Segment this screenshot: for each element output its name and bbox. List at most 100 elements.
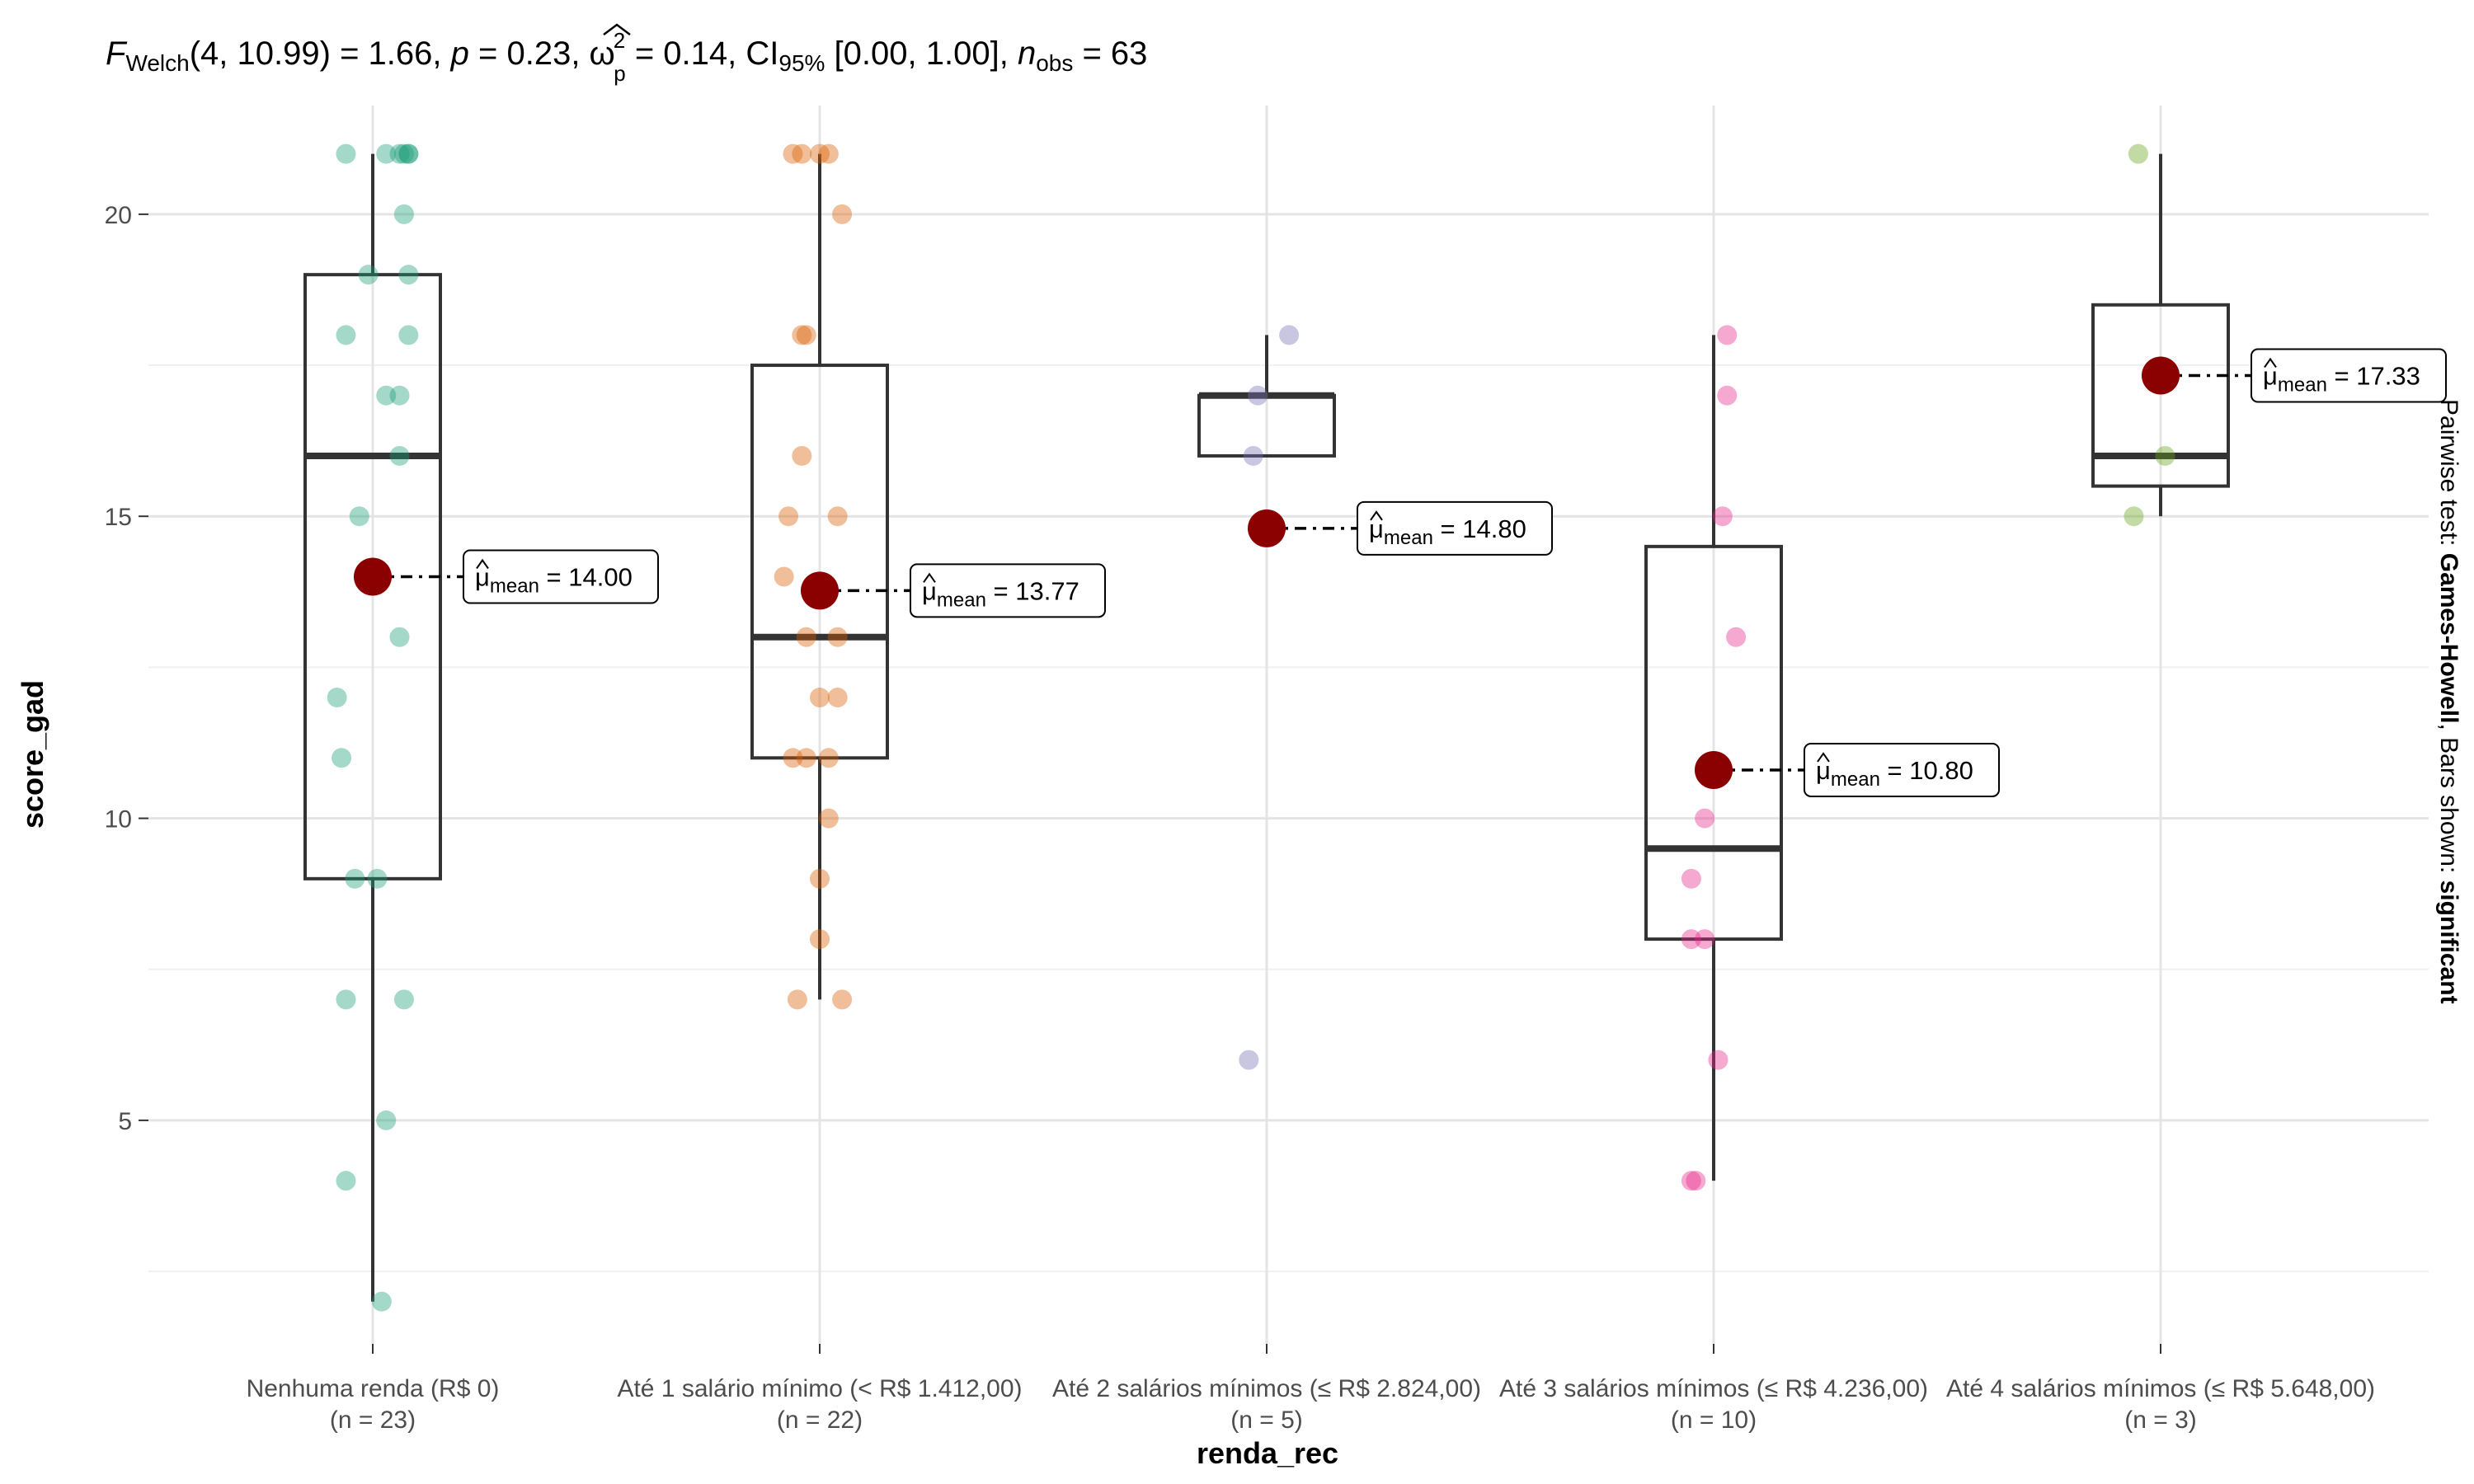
- data-point: [398, 325, 419, 345]
- data-point: [792, 325, 812, 345]
- x-tick-count: (n = 23): [330, 1407, 416, 1434]
- data-point: [336, 989, 356, 1010]
- data-point: [783, 748, 803, 768]
- data-point: [1695, 808, 1715, 829]
- x-tick-label: Até 1 salário mínimo (< R$ 1.412,00): [617, 1375, 1022, 1402]
- data-point: [393, 143, 414, 164]
- data-point: [1681, 929, 1701, 950]
- x-tick-count: (n = 10): [1671, 1407, 1757, 1434]
- data-point: [1681, 1171, 1701, 1191]
- mean-point: [801, 571, 839, 610]
- chart-title: FWelch(4, 10.99) = 1.66, p = 0.23, ω2 p =…: [106, 28, 1147, 86]
- x-tick-label: Até 4 salários mínimos (≤ R$ 5.648,00): [1946, 1375, 2375, 1402]
- pairwise-test-caption: Pairwise test: Games-Howell, Bars shown:…: [2435, 399, 2462, 1004]
- data-point: [1695, 929, 1715, 950]
- data-point: [389, 143, 410, 164]
- data-point: [1279, 325, 1300, 345]
- data-point: [2124, 506, 2144, 527]
- mean-point: [2142, 356, 2180, 395]
- y-tick-label: 10: [105, 806, 132, 834]
- mean-label-box: [910, 563, 1106, 618]
- mean-label-box: [463, 549, 659, 604]
- data-point: [336, 325, 356, 345]
- x-tick-count: (n = 3): [2124, 1407, 2197, 1434]
- mean-hat-mark: [923, 572, 936, 583]
- data-point: [358, 265, 379, 285]
- data-point: [398, 143, 419, 164]
- group-means: μmean = 14.00 μmean = 13.77 μmean = 14.80 μ…: [354, 348, 2447, 797]
- data-point: [783, 143, 803, 164]
- mean-point: [354, 557, 392, 596]
- mean-hat-mark: [1370, 510, 1383, 521]
- x-tick-count: (n = 22): [777, 1407, 863, 1434]
- mean-hat-mark: [2264, 357, 2277, 369]
- data-point: [345, 868, 365, 889]
- data-point: [810, 868, 830, 889]
- box-iqr: [1644, 544, 1783, 942]
- data-point: [796, 325, 816, 345]
- mean-hat-mark: [1817, 752, 1830, 763]
- mean-hat-mark: [476, 558, 489, 570]
- y-tick-label: 20: [105, 202, 132, 229]
- y-tick-label: 5: [118, 1108, 132, 1135]
- data-point: [810, 929, 830, 950]
- mean-point: [1248, 509, 1286, 547]
- data-point: [1717, 385, 1738, 406]
- y-tick-label: 15: [105, 504, 132, 531]
- box-iqr: [750, 364, 889, 760]
- data-point: [1712, 506, 1733, 527]
- data-point: [1248, 385, 1268, 406]
- mean-label: μmean = 13.77: [922, 576, 1079, 611]
- data-point: [389, 385, 410, 406]
- grid-lines: [148, 106, 2429, 1344]
- data-point: [818, 748, 839, 768]
- data-point: [2128, 143, 2148, 164]
- data-point: [832, 204, 853, 224]
- data-points: [327, 143, 2175, 1312]
- box-plots: [303, 153, 2230, 1302]
- data-point: [1726, 627, 1747, 647]
- mean-point: [1695, 750, 1733, 789]
- data-point: [810, 143, 830, 164]
- data-point: [2155, 445, 2175, 466]
- data-point: [832, 989, 853, 1010]
- x-tick-count: (n = 5): [1230, 1407, 1303, 1434]
- x-tick-label: Até 2 salários mínimos (≤ R$ 2.824,00): [1052, 1375, 1481, 1402]
- data-point: [796, 627, 816, 647]
- data-point: [349, 506, 369, 527]
- data-point: [376, 143, 397, 164]
- data-point: [796, 748, 816, 768]
- data-point: [818, 143, 839, 164]
- data-point: [1717, 325, 1738, 345]
- y-axis-title: score_gad: [16, 680, 49, 829]
- data-point: [1686, 1171, 1706, 1191]
- box-iqr: [2091, 303, 2230, 488]
- mean-label-box: [2251, 348, 2447, 403]
- data-point: [389, 627, 410, 647]
- data-point: [376, 385, 397, 406]
- data-point: [1239, 1050, 1259, 1070]
- data-point: [827, 506, 848, 527]
- data-point: [1681, 868, 1701, 889]
- x-tick-label: Nenhuma renda (R$ 0): [247, 1375, 500, 1402]
- data-point: [371, 1291, 392, 1312]
- data-point: [376, 1110, 397, 1130]
- data-point: [818, 808, 839, 829]
- data-point: [327, 688, 347, 708]
- data-point: [1243, 445, 1263, 466]
- data-point: [398, 143, 419, 164]
- omega-hat-mark: [603, 23, 631, 35]
- mean-label-box: [1804, 742, 2000, 797]
- x-tick-label: Até 3 salários mínimos (≤ R$ 4.236,00): [1499, 1375, 1928, 1402]
- mean-label: μmean = 14.00: [475, 562, 633, 597]
- mean-label-box: [1357, 500, 1553, 556]
- data-point: [810, 688, 830, 708]
- data-point: [792, 143, 812, 164]
- data-point: [332, 748, 352, 768]
- data-point: [336, 1171, 356, 1191]
- data-point: [367, 868, 388, 889]
- data-point: [1708, 1050, 1729, 1070]
- data-point: [336, 143, 356, 164]
- data-point: [389, 445, 410, 466]
